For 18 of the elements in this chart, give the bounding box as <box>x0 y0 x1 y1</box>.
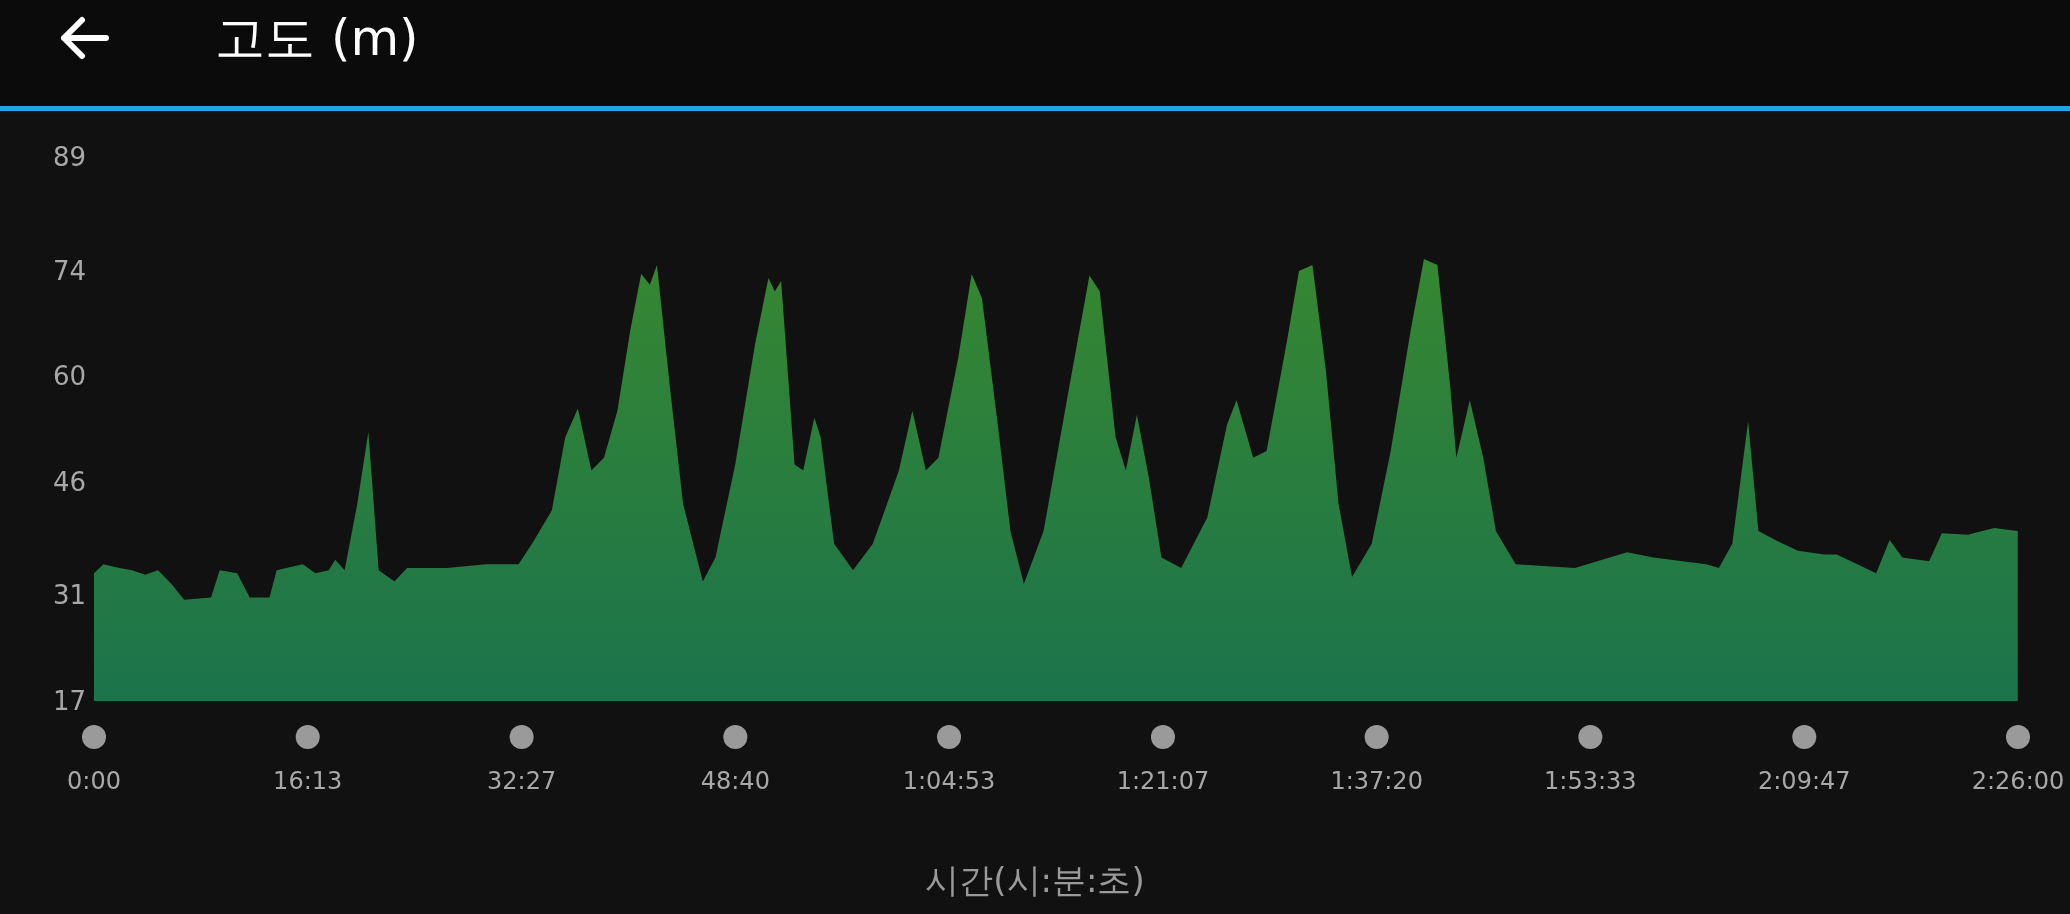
y-tick-label: 74 <box>52 255 86 286</box>
x-tick-label: 2:09:47 <box>1758 767 1851 795</box>
x-tick-label: 1:37:20 <box>1330 767 1423 795</box>
x-tick-label: 32:27 <box>487 767 557 795</box>
y-tick-label: 60 <box>52 361 86 392</box>
x-tick-label: 2:26:00 <box>1971 767 2065 795</box>
y-tick-label: 31 <box>52 580 86 611</box>
x-tick-label: 1:21:07 <box>1116 767 1210 795</box>
y-tick-label: 46 <box>52 467 86 498</box>
x-tick-label: 1:53:33 <box>1544 767 1637 795</box>
x-tick-label: 48:40 <box>700 767 770 795</box>
x-tick-label: 0:00 <box>67 767 121 795</box>
chart-title: 고도 (m) <box>215 8 419 68</box>
x-tick-label: 1:04:53 <box>902 767 996 795</box>
y-tick-label: 17 <box>52 686 86 717</box>
y-tick-label: 89 <box>52 142 86 173</box>
x-tick-label: 16:13 <box>273 767 343 795</box>
x-axis-title: 시간(시:분:초) <box>924 859 1146 902</box>
